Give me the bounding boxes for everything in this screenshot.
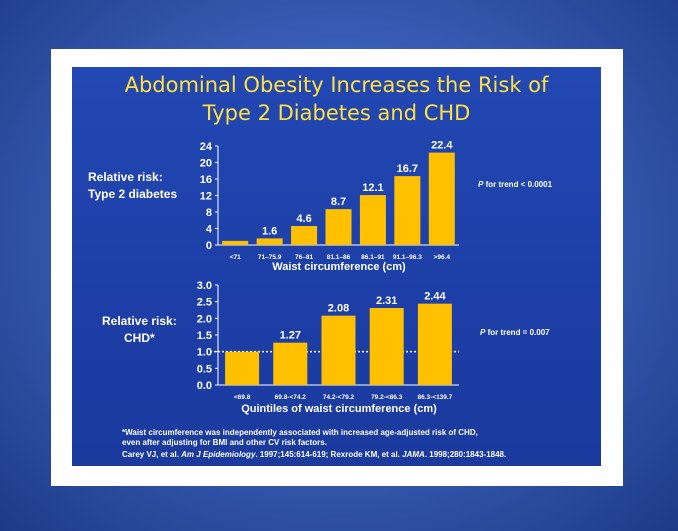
slide-title-line1: Abdominal Obesity Increases the Risk of <box>124 73 549 97</box>
citation-a: Carey VJ, et al. <box>122 450 182 459</box>
chd-y-tick-label: 3.0 <box>197 280 212 292</box>
diabetes-bar <box>256 238 283 245</box>
diabetes-y-tick-label: 4 <box>206 224 213 236</box>
diabetes-y-tick-label: 12 <box>200 191 212 203</box>
chd-x-axis-title: Quintiles of waist circumference (cm) <box>241 403 437 415</box>
diabetes-y-tick-label: 20 <box>200 158 212 170</box>
chd-bar <box>321 315 356 385</box>
diabetes-bar <box>428 152 455 245</box>
diabetes-category-label: 81.1–86 <box>327 254 351 261</box>
diabetes-data-label: 4.6 <box>296 213 311 225</box>
footnote-line2: even after adjusting for BMI and other C… <box>122 438 327 447</box>
citation-c: . 1998;280:1843-1848. <box>424 450 507 459</box>
diabetes-category-label: 71–75.9 <box>258 254 282 261</box>
diabetes-category-label: 76–81 <box>295 254 313 261</box>
chd-y-tick-label: 0.0 <box>197 380 212 392</box>
diabetes-trend-annotation: P for trend < 0.0001 <box>478 180 553 189</box>
charts-area: 0 4 8 12 16 20 24 <71 1.6 71–75.9 4.6 76–81 8.7 81.1–… <box>88 140 553 415</box>
diabetes-y-tick-label: 0 <box>206 240 212 252</box>
chd-bar <box>273 342 308 385</box>
footnote-line1: *Waist circumference was independently a… <box>122 428 478 437</box>
diabetes-data-label: 1.6 <box>262 225 277 237</box>
chd-category-label: 74.2-<79.2 <box>323 394 355 401</box>
chd-y-tick-label: 1.0 <box>197 347 212 359</box>
diabetes-category-label: 86.1–91 <box>361 254 385 261</box>
citation-a-journal: Am J Epidemiology <box>181 450 256 459</box>
chd-data-label: 2.31 <box>376 295 397 307</box>
diabetes-data-label: 22.4 <box>431 140 453 152</box>
chd-trend-annotation: P for trend = 0.007 <box>480 328 550 337</box>
chd-data-label: 1.27 <box>280 330 301 342</box>
chd-y-tick-label: 0.5 <box>197 363 212 375</box>
chd-category-label: 79.2-<86.3 <box>371 394 403 401</box>
chd-data-label: 2.08 <box>328 303 349 315</box>
diabetes-bar <box>222 240 249 245</box>
diabetes-bar <box>394 176 421 245</box>
diabetes-bar <box>325 209 352 245</box>
diabetes-category-label: <71 <box>230 254 241 261</box>
chd-category-label: 69.8-<74.2 <box>275 394 307 401</box>
diabetes-y-tick-label: 24 <box>200 141 213 153</box>
chd-trend-p: P <box>480 328 486 337</box>
chd-category-label: <69.8 <box>234 394 251 401</box>
chd-bar <box>225 351 260 385</box>
chd-y-tick-label: 2.5 <box>197 297 212 309</box>
diabetes-bar <box>359 195 386 245</box>
chd-trend-text: for trend = 0.007 <box>485 328 550 337</box>
diabetes-trend-p: P <box>478 180 484 189</box>
citation: Carey VJ, et al. Am J Epidemiology. 1997… <box>122 450 506 460</box>
diabetes-y-axis-title: Type 2 diabetes <box>88 187 177 201</box>
slide-title-line2: Type 2 Diabetes and CHD <box>202 101 471 125</box>
diabetes-category-label: 91.1–96.3 <box>393 254 422 261</box>
diabetes-data-label: 8.7 <box>331 196 346 208</box>
chd-data-label: 2.44 <box>424 291 446 303</box>
diabetes-bar <box>291 226 318 245</box>
citation-b: . 1997;145:614-619; Rexrode KM, et al. <box>255 450 403 459</box>
chd-y-tick-label: 1.5 <box>197 330 212 342</box>
diabetes-data-label: 16.7 <box>397 163 418 175</box>
chd-y-axis-title: Relative risk: <box>102 314 177 328</box>
diabetes-y-axis-title: Relative risk: <box>88 170 163 184</box>
citation-b-journal: JAMA <box>402 450 425 459</box>
diabetes-trend-text: for trend < 0.0001 <box>483 180 552 189</box>
chd-y-tick-label: 2.0 <box>197 313 212 325</box>
diabetes-x-axis-title: Waist circumference (cm) <box>272 261 406 273</box>
chd-category-label: 86.3-<139.7 <box>417 394 452 401</box>
diabetes-category-label: >96.4 <box>434 254 451 261</box>
chd-y-axis-title: CHD* <box>124 331 155 345</box>
chd-bar <box>417 303 452 385</box>
diabetes-y-tick-label: 16 <box>200 174 212 186</box>
slide: Abdominal Obesity Increases the Risk of … <box>72 67 601 466</box>
chd-bar <box>369 308 404 385</box>
diabetes-y-tick-label: 8 <box>206 207 212 219</box>
diabetes-data-label: 12.1 <box>362 182 383 194</box>
